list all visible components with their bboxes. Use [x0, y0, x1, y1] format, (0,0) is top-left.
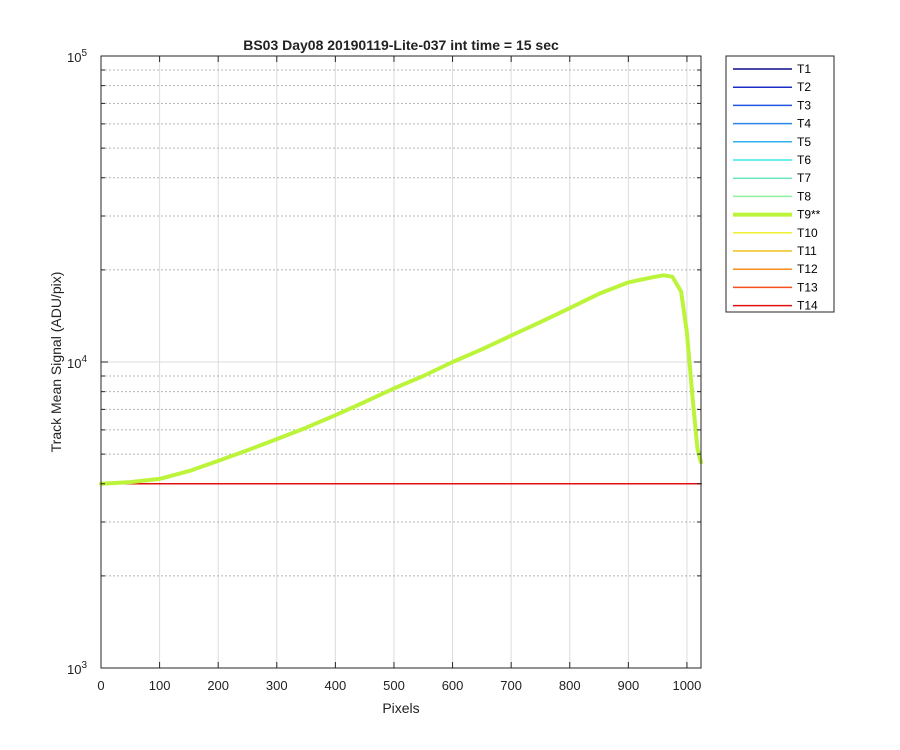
legend: T1 T2 T3 T4 T5 T6 T7 T8 T9** T10 T11 T12 T13 T14 — [725, 55, 835, 313]
x-tick-label: 200 — [207, 678, 229, 693]
chart-title: BS03 Day08 20190119-Lite-037 int time = … — [243, 37, 559, 53]
y-tick-label: 104 — [67, 354, 87, 371]
legend-label-t10: T10 — [797, 226, 818, 240]
x-tick-label: 100 — [149, 678, 171, 693]
legend-label-t5: T5 — [797, 135, 811, 149]
legend-label-t2: T2 — [797, 80, 811, 94]
axis-ticks — [100, 55, 701, 669]
x-tick-label: 0 — [97, 678, 104, 693]
y-tick-label: 103 — [67, 660, 87, 677]
legend-label-t11: T11 — [797, 244, 817, 258]
legend-label-t4: T4 — [797, 117, 811, 131]
legend-label-t7: T7 — [797, 171, 811, 185]
x-tick-label: 700 — [500, 678, 522, 693]
legend-label-t14: T14 — [797, 299, 818, 313]
legend-label-t3: T3 — [797, 98, 811, 112]
x-tick-label: 400 — [325, 678, 347, 693]
legend-label-t8: T8 — [797, 189, 811, 203]
legend-label-t1: T1 — [797, 62, 811, 76]
series-line-t9 — [99, 273, 703, 486]
legend-box — [725, 55, 835, 313]
x-tick-label: 300 — [266, 678, 288, 693]
x-tick-label: 600 — [442, 678, 464, 693]
x-tick-label: 500 — [383, 678, 405, 693]
legend-label-t12: T12 — [797, 262, 818, 276]
x-tick-label: 800 — [559, 678, 581, 693]
x-tick-label: 1000 — [672, 678, 701, 693]
x-axis-label: Pixels — [382, 700, 419, 716]
y-tick-labels: 103 104 105 — [67, 48, 87, 677]
series-layer — [99, 273, 703, 486]
x-tick-labels: 0 100 200 300 400 500 600 700 800 900 1000 — [97, 678, 701, 693]
y-axis-label: Track Mean Signal (ADU/pix) — [48, 272, 64, 453]
x-tick-label: 900 — [617, 678, 639, 693]
legend-label-t13: T13 — [797, 280, 818, 294]
legend-label-t6: T6 — [797, 153, 811, 167]
y-tick-label: 105 — [67, 48, 87, 65]
legend-label-t9: T9** — [797, 208, 821, 222]
grid — [101, 56, 701, 668]
